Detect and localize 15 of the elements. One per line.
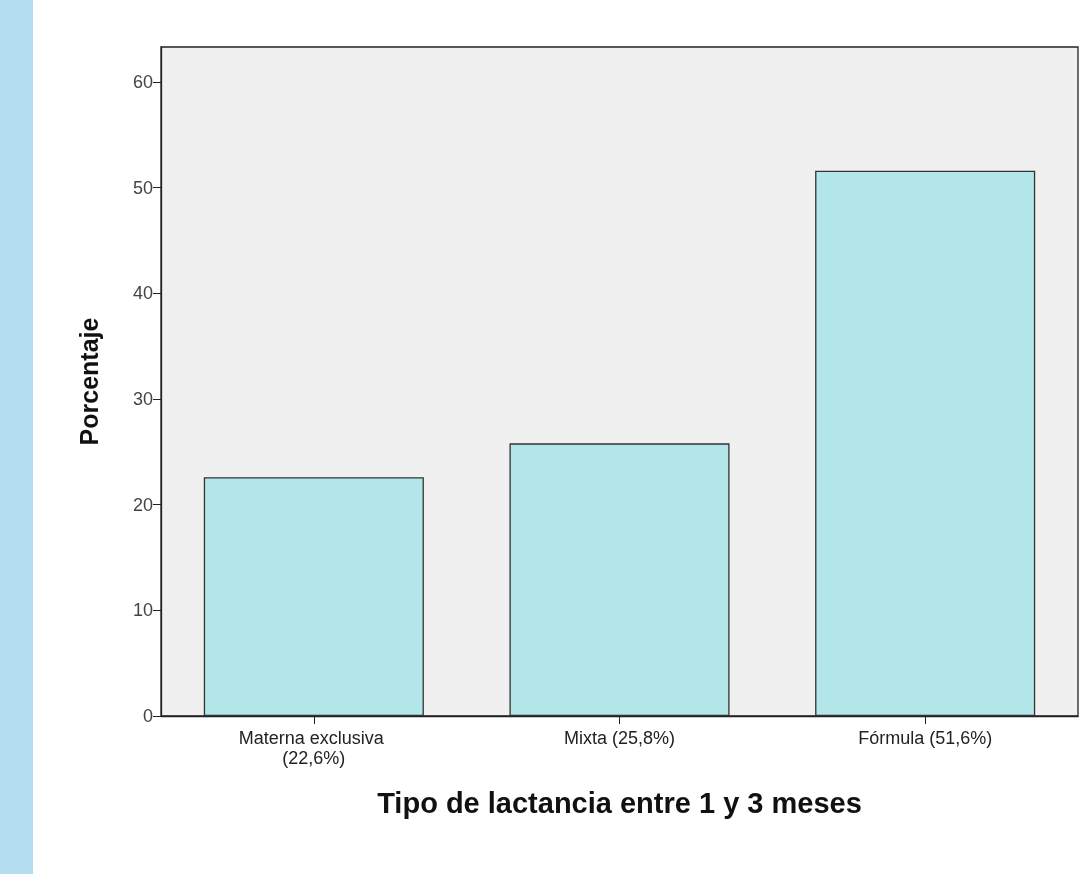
- y-axis-title: Porcentaje: [74, 317, 103, 446]
- bar: [509, 443, 730, 716]
- y-tick-label: 40: [132, 283, 153, 304]
- x-tick-label: Materna exclusiva (22,6%): [238, 728, 389, 768]
- y-tick-label: 30: [132, 388, 153, 409]
- bar: [815, 170, 1036, 716]
- y-tick-label: 60: [132, 71, 153, 92]
- y-tick-label: 10: [132, 600, 153, 621]
- x-tick-label: Mixta (25,8%): [563, 728, 676, 748]
- bar: [203, 477, 424, 716]
- y-tick-label: 50: [132, 177, 153, 198]
- y-tick-label: 20: [132, 494, 153, 515]
- x-tick-label: Fórmula (51,6%): [858, 728, 993, 748]
- y-tick-label: 0: [142, 706, 153, 726]
- x-axis-title: Tipo de lactancia entre 1 y 3 meses: [377, 786, 862, 819]
